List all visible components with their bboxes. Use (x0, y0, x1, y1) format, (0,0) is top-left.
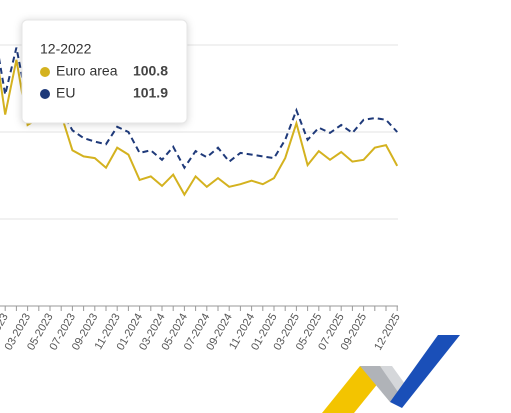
tooltip-box (21, 19, 188, 124)
legend-label: Euro area (56, 63, 118, 79)
logo (322, 335, 460, 413)
tooltip-date: 12-2022 (40, 41, 92, 57)
x-tick-label: 12-2025 (372, 312, 403, 353)
legend-dot (40, 67, 50, 77)
tooltip-value: 101.9 (133, 85, 168, 101)
tooltip-value: 100.8 (133, 63, 168, 79)
legend-dot (40, 89, 50, 99)
legend-label: EU (56, 85, 75, 101)
tooltip: 12-2022 Euro area 100.8 EU 101.9 (21, 19, 188, 124)
